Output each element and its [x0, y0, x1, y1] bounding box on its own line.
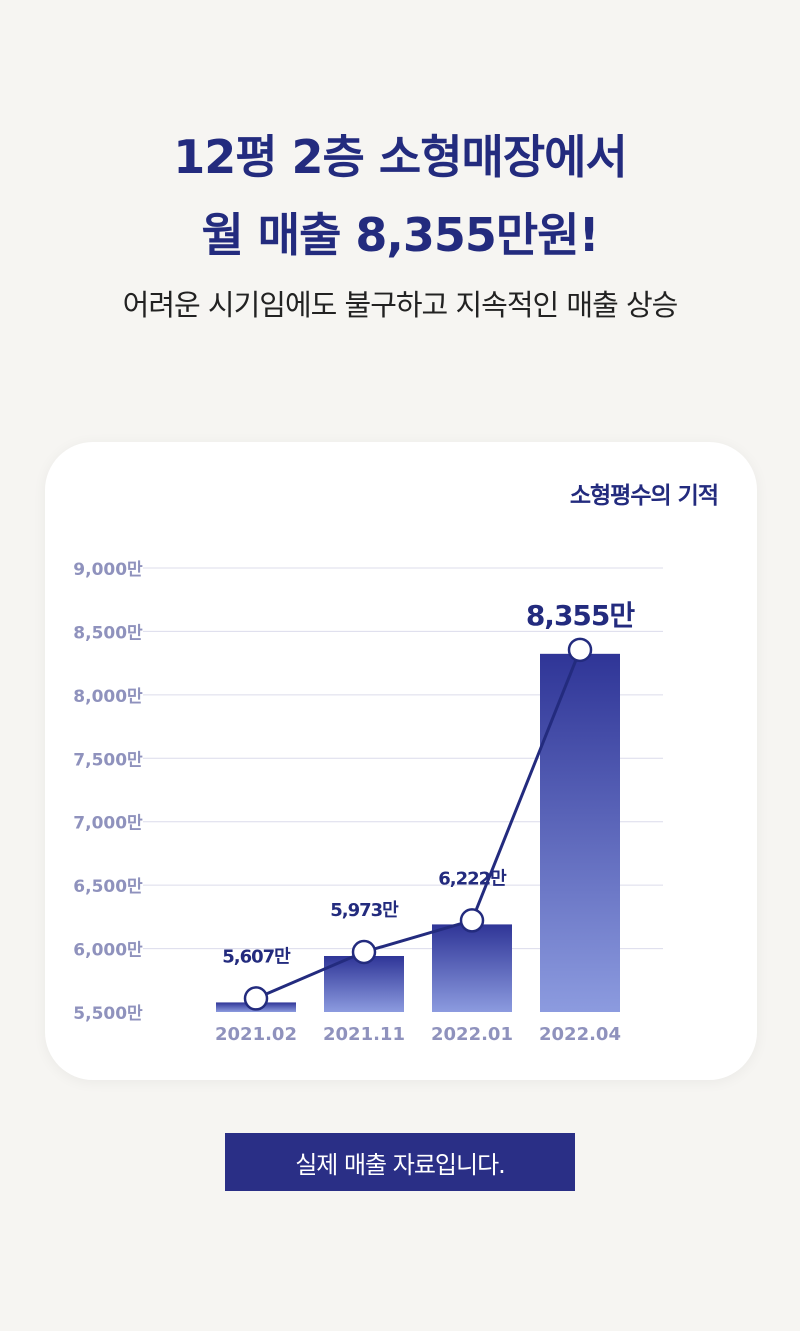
data-point — [567, 637, 593, 663]
y-tick-label: 6,000만 — [73, 941, 143, 961]
y-tick-label: 8,000만 — [73, 687, 143, 707]
data-point — [459, 908, 485, 933]
data-point — [351, 939, 377, 965]
trend-line — [255, 649, 582, 1000]
x-tick-label: 2022.04 — [539, 1024, 621, 1045]
y-tick-label: 8,500만 — [73, 623, 143, 643]
y-tick-label: 7,000만 — [73, 814, 143, 834]
data-point — [243, 986, 269, 1011]
x-tick-label: 2021.02 — [215, 1024, 297, 1045]
y-tick-label: 9,000만 — [73, 560, 143, 580]
data-label: 5,973만 — [330, 900, 399, 921]
y-tick-label: 6,500만 — [73, 877, 143, 897]
y-tick-label: 7,500만 — [73, 750, 143, 770]
bar — [432, 924, 512, 1012]
chart-title: 소형평수의 기적 — [569, 483, 719, 509]
bar — [540, 653, 620, 1012]
x-tick-label: 2021.11 — [323, 1024, 405, 1045]
data-label: 6,222만 — [438, 868, 507, 889]
data-label: 8,355만 — [526, 599, 636, 632]
headline: 12평 2층 소형매장에서 월 매출 8,355만원! — [0, 118, 800, 274]
headline-line-1: 12평 2층 소형매장에서 — [173, 130, 628, 184]
y-tick-label: 5,500만 — [73, 1004, 143, 1024]
real-sales-note: 실제 매출 자료입니다. — [225, 1133, 575, 1191]
bar — [324, 955, 404, 1012]
headline-line-2: 월 매출 8,355만원! — [201, 208, 599, 262]
data-label: 5,607만 — [222, 946, 291, 967]
subtitle: 어려운 시기임에도 불구하고 지속적인 매출 상승 — [122, 288, 679, 322]
x-tick-label: 2022.01 — [431, 1024, 513, 1045]
